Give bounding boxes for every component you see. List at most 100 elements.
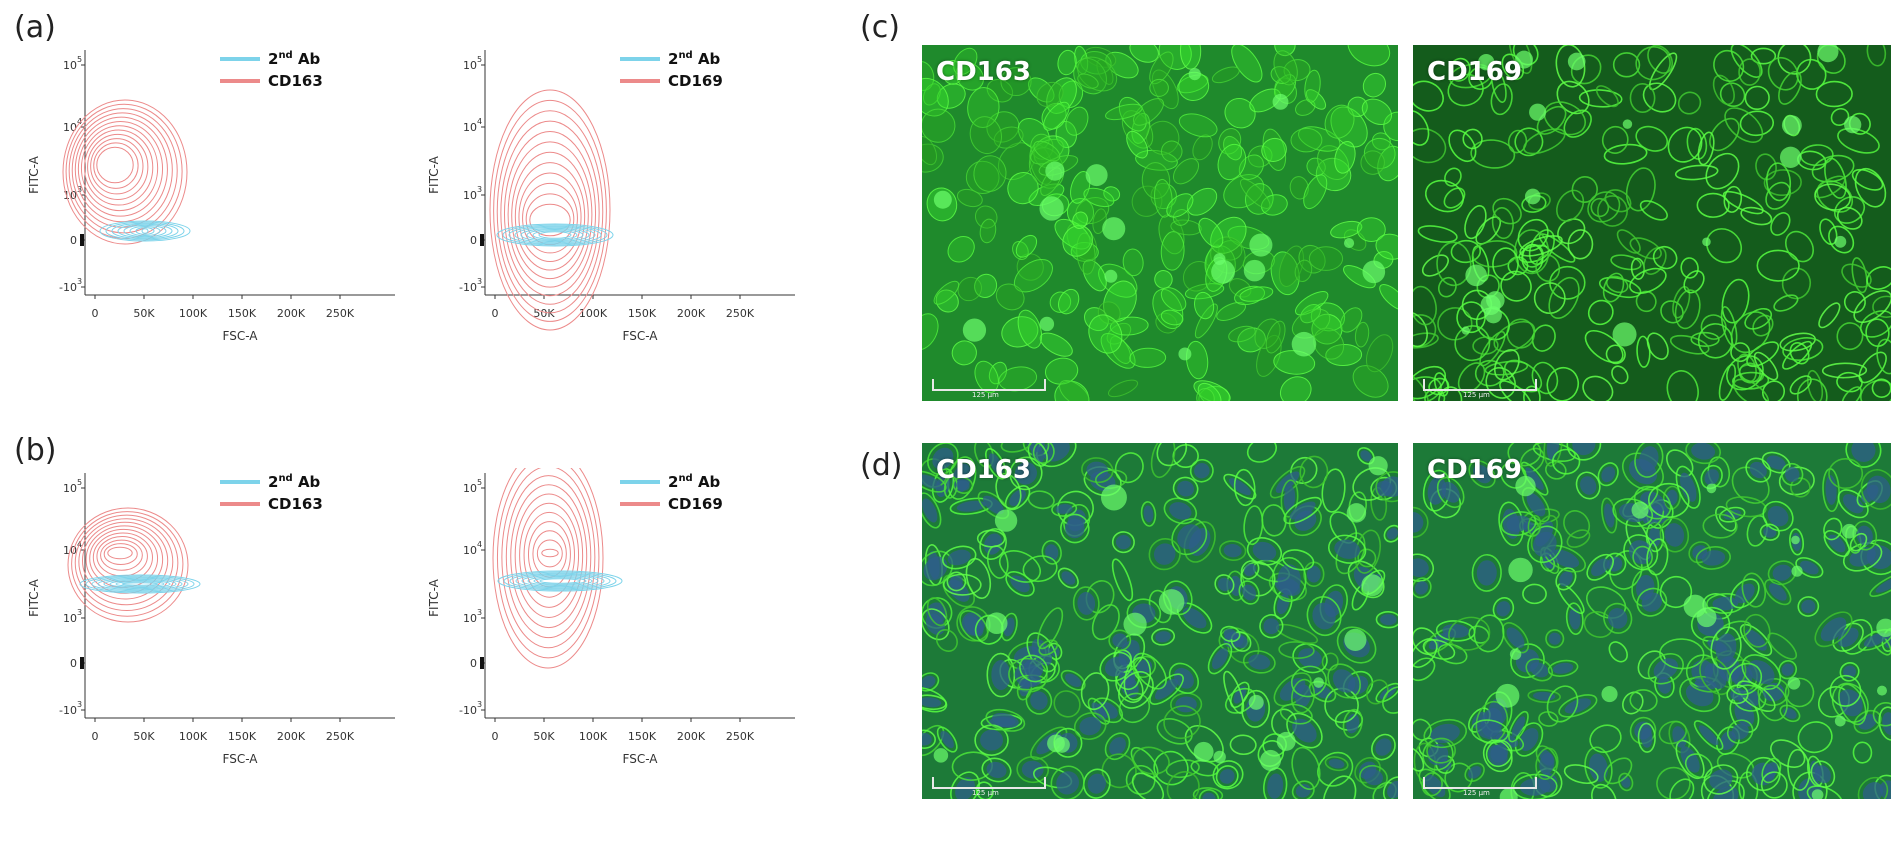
- y-tick-exponent: 3: [77, 608, 82, 617]
- y-tick-label: 0: [470, 657, 477, 670]
- cell: [1700, 464, 1723, 490]
- nucleus: [1112, 633, 1128, 648]
- scale-bar: [932, 777, 1046, 789]
- cell: [1527, 514, 1542, 537]
- nucleus: [1526, 492, 1546, 517]
- cell: [1625, 167, 1656, 212]
- micrograph-image: [922, 443, 1398, 799]
- cell: [975, 781, 994, 799]
- bright-cell: [1631, 501, 1649, 519]
- cell: [1629, 237, 1662, 260]
- cell: [1525, 658, 1553, 682]
- nucleus: [1680, 746, 1700, 773]
- cell: [1108, 629, 1132, 652]
- micrograph-label: CD169: [1427, 455, 1522, 485]
- cell: [974, 273, 998, 298]
- bright-cell: [1213, 253, 1226, 266]
- cell: [956, 188, 983, 208]
- cell: [1111, 531, 1135, 554]
- cell: [1242, 650, 1276, 674]
- nucleus: [922, 474, 941, 489]
- cell: [1823, 517, 1843, 541]
- bright-cell: [1876, 618, 1891, 638]
- nucleus: [1715, 633, 1737, 663]
- cell: [1212, 760, 1244, 790]
- cell: [922, 143, 944, 173]
- cell: [1549, 265, 1586, 300]
- cell: [1075, 197, 1110, 225]
- cell: [1697, 131, 1715, 166]
- nucleus: [1065, 518, 1085, 539]
- scale-bar: [1423, 777, 1537, 789]
- nucleus: [1014, 462, 1038, 485]
- cell: [1622, 691, 1644, 715]
- cell: [1669, 334, 1710, 355]
- x-tick-label: 50K: [533, 730, 555, 743]
- cell: [1545, 629, 1565, 649]
- cell: [927, 443, 959, 476]
- marker-contour: [505, 475, 592, 639]
- cell: [1723, 185, 1743, 213]
- cell: [1680, 257, 1699, 279]
- scale-bar-text: 125 μm: [972, 789, 999, 797]
- cell: [1132, 746, 1170, 775]
- cell: [1377, 145, 1398, 182]
- nucleus: [956, 500, 986, 512]
- y-tick-exponent: 5: [77, 55, 82, 64]
- marker-contour: [510, 484, 588, 629]
- nucleus: [1242, 584, 1256, 601]
- y-tick-exponent: 4: [477, 117, 482, 126]
- cell: [1172, 476, 1199, 501]
- bright-cell: [1213, 750, 1226, 764]
- cell: [1730, 578, 1760, 609]
- cell: [1160, 231, 1185, 271]
- cell: [1066, 222, 1098, 261]
- nucleus: [1801, 599, 1816, 614]
- scale-bar: [932, 379, 1046, 391]
- cell: [1140, 501, 1157, 527]
- bright-cell: [1039, 196, 1064, 221]
- control-contour: [91, 576, 189, 592]
- cell: [951, 340, 977, 366]
- cell: [1660, 300, 1684, 324]
- cell: [1725, 496, 1767, 518]
- cell: [976, 529, 1006, 548]
- bright-cell: [1085, 164, 1108, 187]
- cell: [986, 652, 1016, 698]
- cell: [1715, 620, 1752, 643]
- marker-contour: [74, 116, 168, 223]
- cell: [941, 545, 977, 570]
- y-axis-label: FITC-A: [427, 155, 441, 194]
- cell: [1666, 449, 1694, 478]
- cell: [1854, 167, 1887, 208]
- bright-cell: [1524, 188, 1541, 205]
- nucleus: [1414, 581, 1429, 595]
- cell: [1482, 739, 1513, 773]
- nucleus: [1712, 596, 1739, 611]
- cell: [1443, 187, 1466, 209]
- cell: [1508, 710, 1529, 743]
- cell: [1197, 382, 1222, 401]
- legend-label-control: 2nd Ab: [668, 473, 721, 491]
- cell: [1304, 69, 1321, 103]
- bright-cell: [1053, 736, 1070, 753]
- cell: [1519, 235, 1563, 257]
- cell: [1828, 457, 1864, 490]
- marker-contour: [80, 125, 159, 212]
- cell: [1129, 45, 1159, 63]
- x-tick-label: 100K: [179, 730, 208, 743]
- cell: [1259, 614, 1284, 639]
- x-axis-label: FSC-A: [623, 752, 659, 766]
- cell: [1292, 643, 1328, 674]
- x-tick-label: 200K: [277, 307, 306, 320]
- cell: [1244, 183, 1274, 215]
- cell: [1283, 496, 1322, 525]
- y-tick-exponent: 3: [77, 277, 82, 286]
- cell: [1730, 311, 1771, 354]
- x-axis-label: FSC-A: [623, 329, 659, 343]
- marker-contour: [519, 502, 580, 608]
- nucleus: [1731, 723, 1749, 740]
- nucleus: [1211, 648, 1229, 670]
- cell: [1015, 234, 1038, 258]
